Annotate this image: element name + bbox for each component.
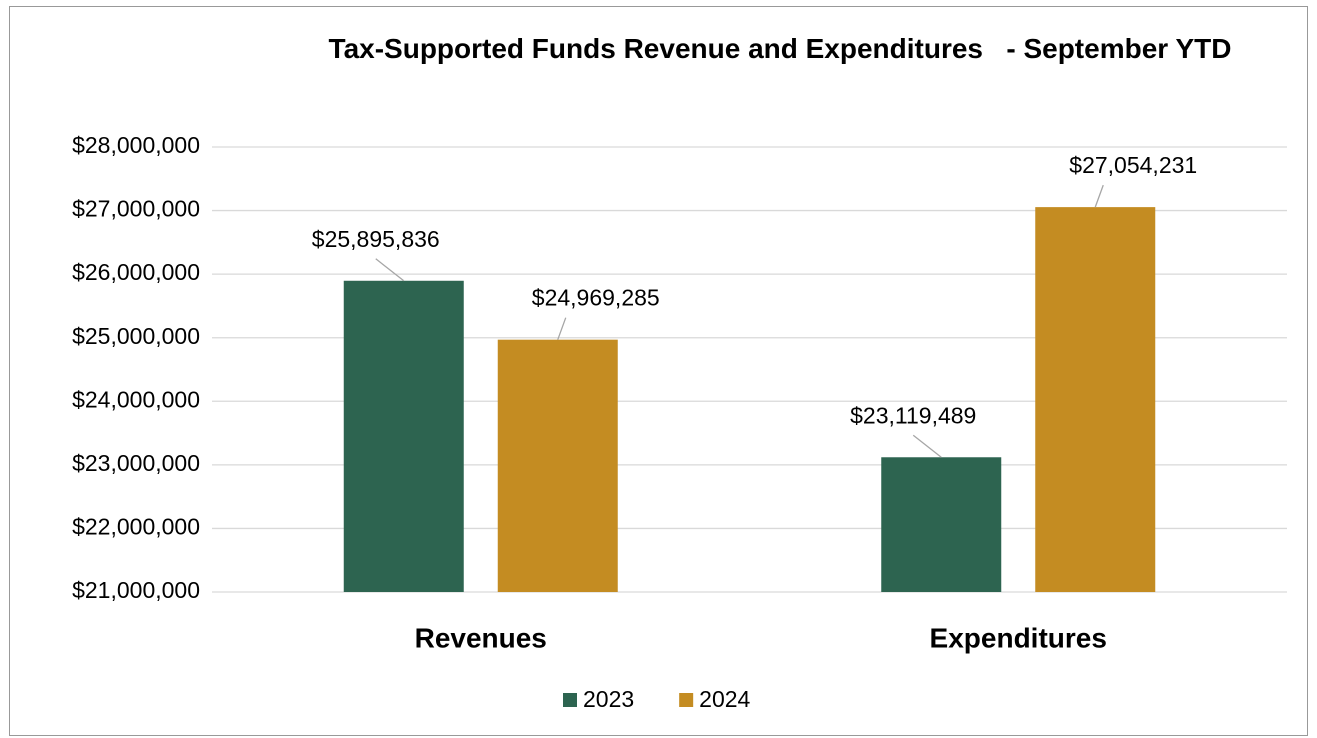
y-tick-label: $21,000,000	[72, 577, 200, 603]
y-tick-label: $26,000,000	[72, 259, 200, 285]
data-label: $27,054,231	[1069, 152, 1197, 178]
leader-line	[912, 434, 942, 458]
y-tick-label: $24,000,000	[72, 386, 200, 412]
y-tick-label: $23,000,000	[72, 450, 200, 476]
leader-line	[557, 317, 567, 340]
bar	[881, 457, 1002, 592]
y-tick-label: $22,000,000	[72, 514, 200, 540]
bar	[343, 280, 464, 592]
legend-label: 2024	[699, 686, 750, 712]
y-tick-label: $27,000,000	[72, 196, 200, 222]
leader-line	[375, 258, 405, 282]
legend-label: 2023	[583, 686, 634, 712]
bar	[1035, 207, 1156, 592]
bar	[497, 339, 618, 592]
y-tick-label: $28,000,000	[72, 132, 200, 158]
legend-swatch	[679, 693, 694, 707]
data-label: $25,895,836	[312, 226, 440, 252]
y-tick-label: $25,000,000	[72, 323, 200, 349]
data-label: $23,119,489	[850, 402, 976, 428]
legend-swatch	[563, 693, 577, 707]
chart-title: Tax-Supported Funds Revenue and Expendit…	[328, 33, 1232, 64]
data-label: $24,969,285	[532, 285, 660, 311]
leader-line	[1094, 184, 1104, 208]
x-tick-label: Revenues	[415, 622, 547, 653]
x-tick-label: Expenditures	[930, 622, 1107, 653]
